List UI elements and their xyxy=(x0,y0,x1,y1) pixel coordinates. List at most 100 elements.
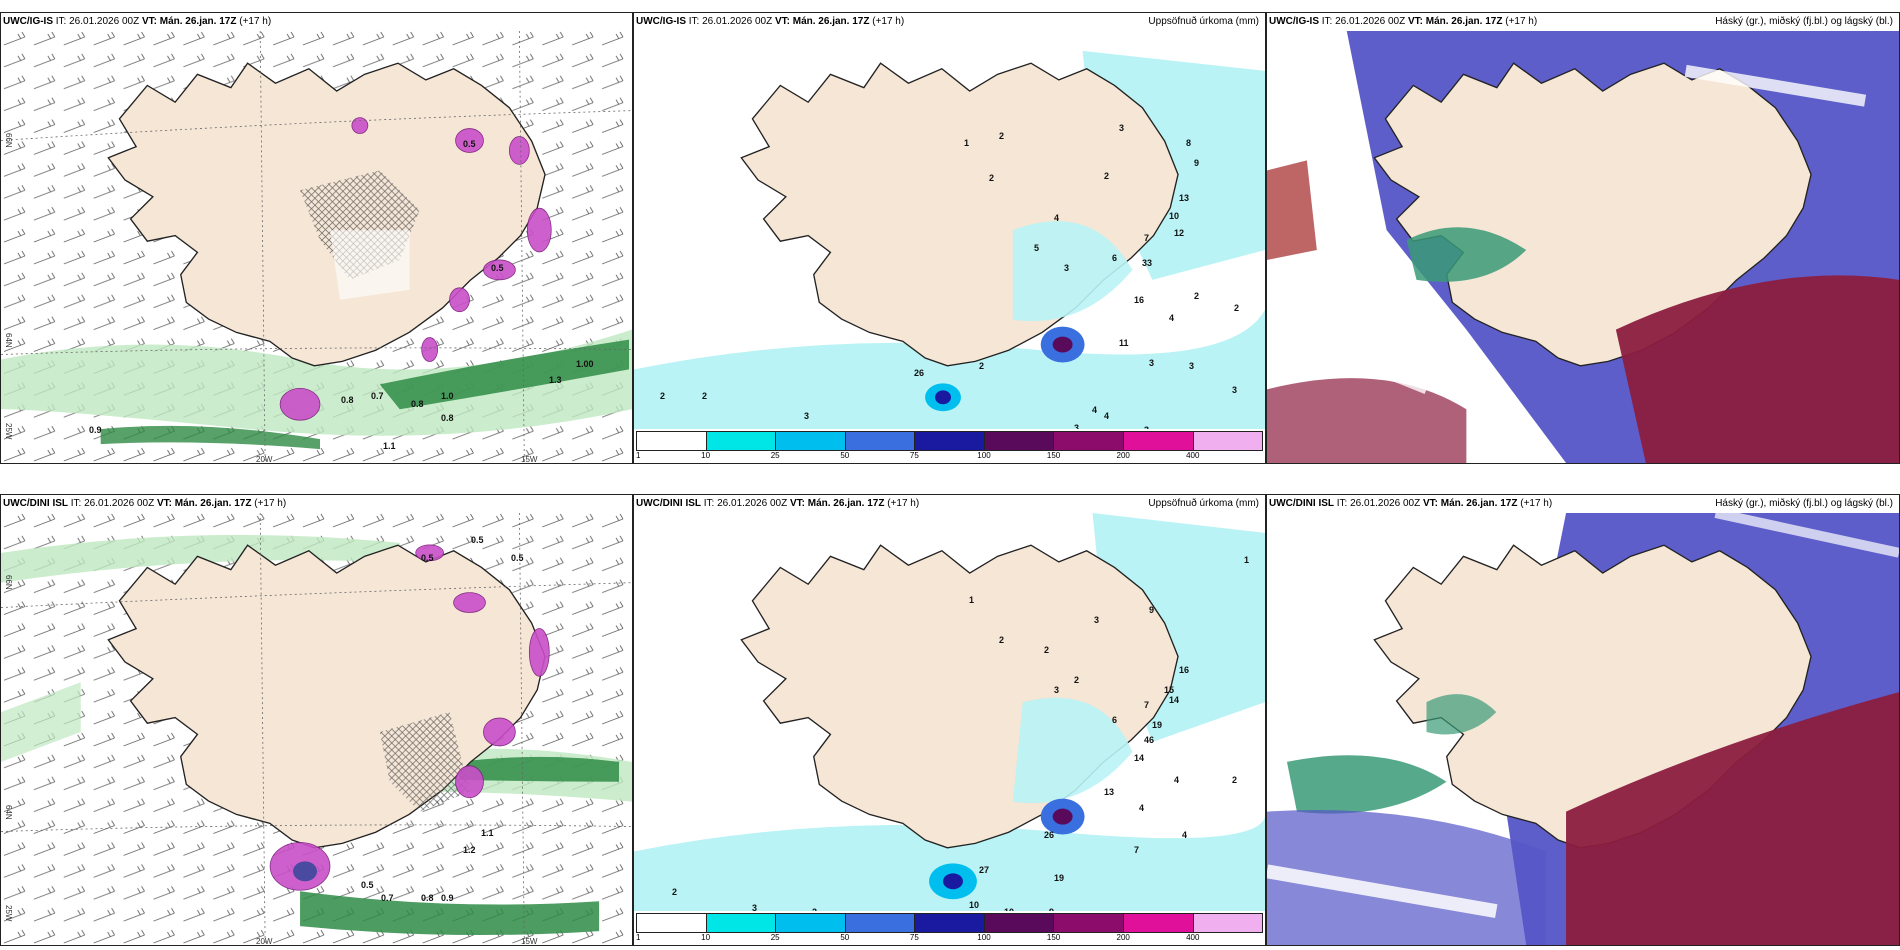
legend-colorbar xyxy=(636,913,1263,933)
value-label: 2 xyxy=(979,361,985,371)
value-label: 3 xyxy=(1232,385,1238,395)
lat-label: 66N xyxy=(4,133,13,148)
legend-swatch xyxy=(1123,432,1194,450)
value-label: 7 xyxy=(1144,700,1150,710)
wind-map xyxy=(1,513,632,945)
lon-label: 20W xyxy=(256,937,273,946)
legend-tick: 25 xyxy=(770,451,780,460)
legend-tick: 10 xyxy=(701,933,711,942)
value-label: 6 xyxy=(1112,715,1118,725)
value-label: 2 xyxy=(999,131,1005,141)
value-label: 26 xyxy=(1044,830,1055,840)
legend-tick: 400 xyxy=(1186,451,1200,460)
value-label: 0.9 xyxy=(441,893,454,903)
legend-swatch xyxy=(1123,914,1194,932)
value-label: 33 xyxy=(1142,258,1153,268)
value-label: 0.7 xyxy=(381,893,394,903)
value-label: 1.00 xyxy=(576,359,594,369)
panel-title: UWC/DINI ISL IT: 26.01.2026 00Z VT: Mán.… xyxy=(3,498,287,509)
value-label: 26 xyxy=(914,368,925,378)
value-label: 14 xyxy=(1169,695,1180,705)
value-label: 16 xyxy=(1179,665,1190,675)
value-label: 2 xyxy=(1104,171,1110,181)
panel-igis-precip: UWC/IG-IS IT: 26.01.2026 00Z VT: Mán. 26… xyxy=(633,12,1266,464)
value-label: 16 xyxy=(1134,295,1145,305)
legend-swatch xyxy=(1193,432,1263,450)
value-label: 4 xyxy=(1104,411,1110,421)
panel-title: UWC/IG-IS IT: 26.01.2026 00Z VT: Mán. 26… xyxy=(3,16,272,27)
value-label: 19 xyxy=(1152,720,1163,730)
precip-map xyxy=(634,513,1265,945)
value-label: 2 xyxy=(672,887,678,897)
legend-swatch xyxy=(776,914,846,932)
panel-dini-wind: UWC/DINI ISL IT: 26.01.2026 00Z VT: Mán.… xyxy=(0,494,633,946)
value-label: 3 xyxy=(1054,685,1060,695)
legend-swatch xyxy=(1193,914,1263,932)
value-label: 1.3 xyxy=(549,375,562,385)
value-label: 0.7 xyxy=(371,391,384,401)
legend-tick: 150 xyxy=(1046,451,1061,460)
value-label: 10 xyxy=(1169,211,1180,221)
value-label: 1 xyxy=(964,138,970,148)
legend-tick: 400 xyxy=(1186,933,1200,942)
value-label: 1.0 xyxy=(441,391,454,401)
value-label: 0.5 xyxy=(463,139,476,149)
value-label: 4 xyxy=(1169,313,1175,323)
value-label: 2 xyxy=(1194,291,1200,301)
value-label: 13 xyxy=(1104,787,1115,797)
legend-swatch xyxy=(1054,914,1124,932)
value-label: 2 xyxy=(702,391,708,401)
legend-colorbar xyxy=(636,431,1263,451)
legend-swatch xyxy=(984,432,1055,450)
legend-tick: 200 xyxy=(1116,933,1130,942)
value-label: 9 xyxy=(1194,158,1200,168)
legend-swatch xyxy=(637,432,707,450)
value-label: 0.5 xyxy=(491,263,504,273)
panel-title: UWC/IG-IS IT: 26.01.2026 00Z VT: Mán. 26… xyxy=(636,16,905,27)
value-label: 10 xyxy=(969,900,980,910)
wind-map xyxy=(1,31,632,463)
value-label: 5 xyxy=(1034,243,1040,253)
value-label: 27 xyxy=(979,865,990,875)
value-label: 0.8 xyxy=(341,395,354,405)
lon-label: 25W xyxy=(4,423,13,440)
value-label: 2 xyxy=(1044,645,1050,655)
lon-label: 20W xyxy=(256,455,273,464)
value-label: 0.9 xyxy=(89,425,102,435)
cloud-map xyxy=(1267,513,1899,945)
precip-legend: 1 10 25 50 75 100 150 200 400 xyxy=(634,429,1265,463)
value-label: 4 xyxy=(1054,213,1060,223)
value-label: 1 xyxy=(1244,555,1250,565)
value-label: 0.8 xyxy=(421,893,434,903)
legend-tick: 50 xyxy=(840,451,850,460)
lat-label: 64N xyxy=(4,333,13,348)
value-label: 1.1 xyxy=(481,828,494,838)
value-label: 0.5 xyxy=(361,880,374,890)
legend-tick: 1 xyxy=(636,933,641,942)
lon-label: 25W xyxy=(4,905,13,922)
legend-tick: 150 xyxy=(1046,933,1061,942)
value-label: 3 xyxy=(1149,358,1155,368)
panel-subtitle: Háský (gr.), miðský (fj.bl.) og lágský (… xyxy=(1715,16,1893,27)
panel-title: UWC/IG-IS IT: 26.01.2026 00Z VT: Mán. 26… xyxy=(1269,16,1538,27)
value-label: 0.5 xyxy=(471,535,484,545)
legend-tick: 75 xyxy=(909,451,919,460)
value-label: 4 xyxy=(1092,405,1098,415)
value-label: 19 xyxy=(1054,873,1065,883)
value-label: 6 xyxy=(1112,253,1118,263)
legend-swatch xyxy=(1054,432,1124,450)
value-label: 2 xyxy=(1234,303,1240,313)
legend-swatch xyxy=(776,432,846,450)
value-label: 3 xyxy=(1189,361,1195,371)
value-label: 3 xyxy=(1064,263,1070,273)
value-label: 4 xyxy=(1174,775,1180,785)
value-label: 7 xyxy=(1134,845,1140,855)
panel-subtitle: Uppsöfnuð úrkoma (mm) xyxy=(1148,16,1259,27)
legend-swatch xyxy=(984,914,1055,932)
legend-tick: 50 xyxy=(840,933,850,942)
value-label: 13 xyxy=(1179,193,1190,203)
value-label: 0.5 xyxy=(421,553,434,563)
legend-swatch xyxy=(845,914,916,932)
value-label: 2 xyxy=(999,635,1005,645)
lat-label: 66N xyxy=(4,575,13,590)
